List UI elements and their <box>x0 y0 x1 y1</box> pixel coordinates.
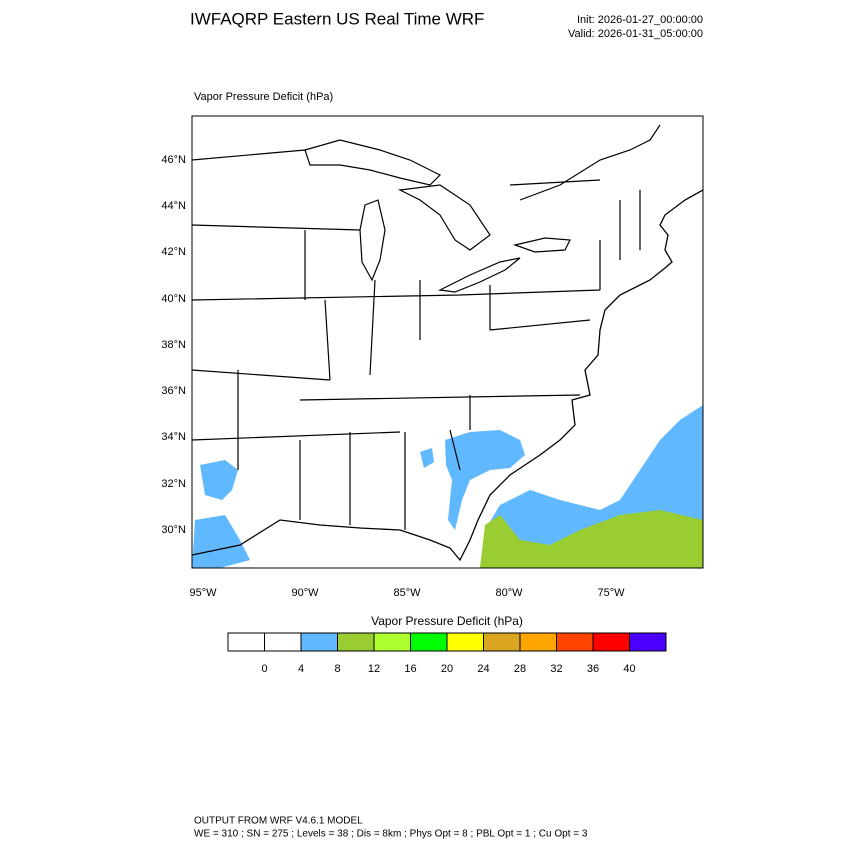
lat-label: 46°N <box>161 154 186 166</box>
colorbar-label: 16 <box>404 663 416 675</box>
colorbar-box <box>556 632 594 652</box>
colorbar-box <box>629 632 667 652</box>
lake-ontario <box>512 237 571 253</box>
colorbar-label: 8 <box>334 663 340 675</box>
lat-label: 34°N <box>161 431 186 443</box>
colorbar-box <box>410 632 448 652</box>
map-frame <box>191 115 704 569</box>
vpd-carolinas <box>445 430 525 530</box>
lat-labels: 46°N 44°N 42°N 40°N 38°N 36°N 34°N 32°N … <box>161 154 186 536</box>
vpd-gulf <box>192 515 250 568</box>
colorbar-box <box>337 632 375 652</box>
lon-label: 95°W <box>189 587 217 599</box>
colorbar-box <box>446 632 484 652</box>
lon-labels: 95°W 90°W 85°W 80°W 75°W <box>189 587 625 599</box>
title: IWFAQRP Eastern US Real Time WRF <box>190 9 484 28</box>
colorbar-label: 20 <box>441 663 453 675</box>
lake-erie <box>437 257 521 293</box>
init-time: Init: 2026-01-27_00:00:00 <box>577 14 703 26</box>
lon-label: 90°W <box>291 587 319 599</box>
colorbar-box <box>592 632 630 652</box>
map <box>191 115 704 569</box>
lon-label: 75°W <box>597 587 625 599</box>
lake-superior <box>304 139 442 186</box>
colorbar-label: 24 <box>477 663 489 675</box>
colorbar-label: 28 <box>514 663 526 675</box>
lat-label: 40°N <box>161 293 186 305</box>
colorbar-label: 40 <box>623 663 635 675</box>
colorbar-box <box>373 632 411 652</box>
colorbar-box <box>227 632 265 652</box>
footer-line: OUTPUT FROM WRF V4.6.1 MODEL <box>194 816 363 827</box>
lat-label: 32°N <box>161 478 186 490</box>
lat-label: 36°N <box>161 385 186 397</box>
lake-huron <box>397 184 491 251</box>
coastline <box>192 189 703 562</box>
canada-border <box>519 124 661 201</box>
colorbar-label: 0 <box>261 663 267 675</box>
vpd-ocean-green <box>480 510 703 568</box>
colorbar-box <box>483 632 521 652</box>
colorbar: 0 4 8 12 16 20 24 28 32 36 40 <box>227 632 667 675</box>
colorbar-box <box>519 632 557 652</box>
lat-label: 44°N <box>161 200 186 212</box>
map-content <box>192 124 703 568</box>
vpd-louisiana <box>200 460 238 500</box>
valid-time: Valid: 2026-01-31_05:00:00 <box>568 28 703 40</box>
lake-michigan <box>359 199 386 282</box>
state-borders <box>192 149 641 530</box>
colorbar-box <box>264 632 302 652</box>
colorbar-label: 32 <box>550 663 562 675</box>
lat-label: 30°N <box>161 524 186 536</box>
vpd-georgia <box>420 448 434 468</box>
lat-label: 38°N <box>161 339 186 351</box>
colorbar-title: Vapor Pressure Deficit (hPa) <box>371 614 523 628</box>
map-title: Vapor Pressure Deficit (hPa) <box>194 91 333 103</box>
colorbar-box <box>300 632 338 652</box>
lat-label: 42°N <box>161 246 186 258</box>
colorbar-label: 12 <box>368 663 380 675</box>
colorbar-label: 4 <box>298 663 304 675</box>
colorbar-label: 36 <box>587 663 599 675</box>
lon-label: 85°W <box>393 587 421 599</box>
footer-line: WE = 310 ; SN = 275 ; Levels = 38 ; Dis … <box>194 829 588 840</box>
lon-label: 80°W <box>495 587 523 599</box>
